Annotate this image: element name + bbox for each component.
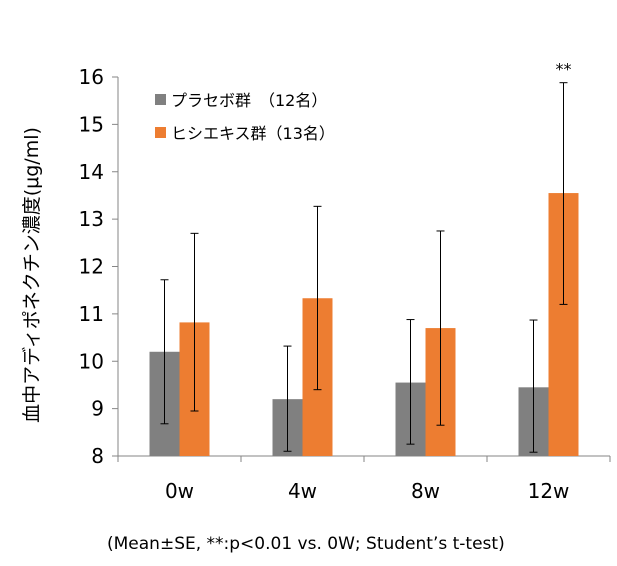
x-tick-label: 0w [165,479,194,503]
legend-label: プラセボ群 （12名） [171,91,327,110]
x-tick-label: 4w [288,479,317,503]
y-axis-label: 血中アディポネクチン濃度(μg/ml) [21,127,43,423]
x-tick-label: 12w [528,479,570,503]
y-tick-label: 12 [79,255,104,279]
plot-area: 8 9 10 11 12 13 14 15 16 0w 4w 8w 12w ** プラセボ群 （12名） ヒシ… [79,60,611,503]
y-tick-label: 11 [79,302,104,326]
y-tick-label: 10 [79,349,104,373]
legend-swatch [155,127,166,138]
legend-swatch [155,94,166,105]
y-tick-label: 15 [79,112,104,136]
y-tick-label: 16 [79,65,104,89]
y-tick-label: 14 [79,160,104,184]
x-tick-label: 8w [411,479,440,503]
y-tick-label: 9 [91,397,104,421]
y-tick-label: 13 [79,207,104,231]
significance-marker: ** [556,60,572,79]
y-tick-label: 8 [91,444,104,468]
legend-label: ヒシエキス群（13名） [171,124,335,143]
footnote: (Mean±SE, **:p<0.01 vs. 0W; Student’s t-… [107,534,505,554]
